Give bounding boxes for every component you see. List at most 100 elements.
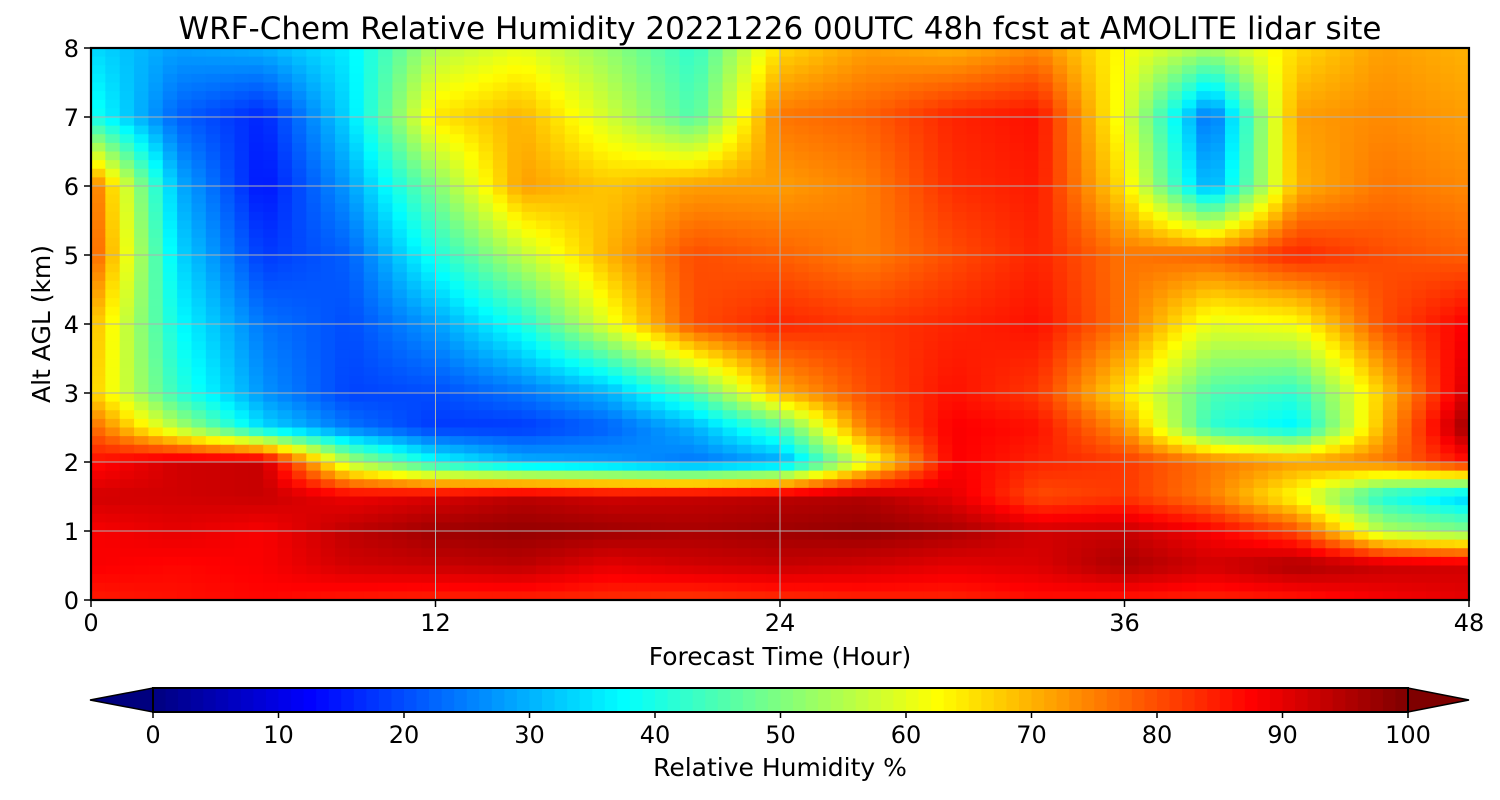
heatmap-cell: [1024, 384, 1039, 394]
heatmap-cell: [162, 289, 178, 299]
heatmap-cell: [1095, 289, 1111, 299]
heatmap-cell: [335, 48, 350, 58]
heatmap-cell: [105, 487, 121, 498]
heatmap-cell: [751, 151, 767, 161]
heatmap-cell: [980, 48, 996, 58]
heatmap-cell: [1325, 203, 1341, 213]
heatmap-cell: [535, 393, 551, 403]
heatmap-cell: [1425, 125, 1441, 135]
heatmap-cell: [837, 117, 853, 127]
heatmap-cell: [205, 263, 221, 273]
heatmap-cell: [248, 470, 264, 480]
heatmap-cell: [234, 470, 250, 480]
heatmap-cell: [162, 91, 178, 101]
heatmap-cell: [808, 367, 824, 377]
heatmap-cell: [91, 272, 106, 282]
heatmap-cell: [1440, 289, 1456, 299]
heatmap-cell: [162, 410, 178, 420]
heatmap-cell: [1454, 186, 1469, 196]
heatmap-cell: [220, 462, 236, 472]
heatmap-cell: [1239, 168, 1255, 178]
heatmap-cell: [1124, 401, 1140, 411]
heatmap-cell: [162, 341, 178, 351]
heatmap-cell: [1311, 367, 1327, 377]
heatmap-cell: [291, 255, 307, 265]
heatmap-cell: [894, 48, 910, 58]
heatmap-cell: [952, 349, 968, 360]
heatmap-cell: [1311, 91, 1327, 101]
heatmap-cell: [1354, 151, 1370, 161]
heatmap-cell: [248, 237, 264, 247]
heatmap-cell: [1268, 168, 1283, 178]
heatmap-cell: [1239, 263, 1255, 273]
heatmap-cell: [593, 160, 609, 170]
heatmap-cell: [205, 436, 221, 446]
heatmap-cell: [937, 82, 953, 92]
heatmap-cell: [177, 462, 193, 472]
heatmap-cell: [119, 332, 135, 342]
heatmap-cell: [1153, 401, 1169, 411]
heatmap-cell: [995, 108, 1011, 118]
heatmap-cell: [478, 246, 494, 256]
heatmap-cell: [1411, 427, 1427, 437]
heatmap-cell: [392, 306, 408, 316]
heatmap-cell: [421, 263, 437, 273]
heatmap-cell: [119, 65, 135, 75]
heatmap-cell: [808, 263, 824, 273]
heatmap-cell: [177, 246, 193, 256]
heatmap-cell: [1196, 73, 1212, 84]
heatmap-cell: [722, 324, 738, 334]
heatmap-cell: [177, 194, 193, 204]
heatmap-cell: [291, 229, 307, 239]
heatmap-cell: [937, 349, 953, 360]
heatmap-cell: [894, 298, 910, 308]
heatmap-cell: [1124, 436, 1140, 446]
heatmap-cell: [320, 117, 336, 127]
heatmap-cell: [880, 384, 896, 394]
heatmap-cell: [1181, 306, 1197, 316]
heatmap-cell: [105, 99, 121, 109]
heatmap-cell: [665, 125, 681, 135]
heatmap-cell: [1354, 487, 1370, 498]
heatmap-cell: [808, 289, 824, 299]
heatmap-cell: [1138, 99, 1154, 109]
heatmap-cell: [1181, 272, 1197, 282]
heatmap-cell: [1454, 142, 1469, 153]
heatmap-cell: [1311, 358, 1327, 368]
heatmap-cell: [636, 255, 652, 265]
heatmap-cell: [406, 418, 422, 429]
heatmap-cell: [248, 56, 264, 66]
heatmap-cell: [1224, 280, 1240, 291]
heatmap-cell: [851, 410, 867, 420]
heatmap-cell: [665, 315, 681, 325]
heatmap-cell: [349, 280, 365, 291]
heatmap-cell: [851, 56, 867, 66]
heatmap-cell: [234, 203, 250, 213]
heatmap-cell: [1425, 436, 1441, 446]
heatmap-cell: [1239, 453, 1255, 463]
heatmap-cell: [478, 117, 494, 127]
heatmap-cell: [808, 151, 824, 161]
heatmap-cell: [492, 358, 508, 368]
heatmap-cell: [205, 324, 221, 334]
heatmap-cell: [277, 358, 293, 368]
heatmap-cell: [894, 82, 910, 92]
heatmap-cell: [1024, 341, 1039, 351]
heatmap-cell: [1067, 324, 1083, 334]
heatmap-cell: [1282, 142, 1298, 153]
heatmap-cell: [406, 237, 422, 247]
heatmap-cell: [234, 410, 250, 420]
heatmap-cell: [148, 186, 164, 196]
heatmap-cell: [1253, 151, 1269, 161]
heatmap-cell: [478, 48, 494, 58]
heatmap-cell: [1081, 151, 1097, 161]
heatmap-cell: [636, 263, 652, 273]
heatmap-cell: [134, 203, 150, 213]
heatmap-cell: [708, 453, 724, 463]
heatmap-cell: [923, 211, 939, 222]
heatmap-cell: [234, 418, 250, 429]
heatmap-cell: [205, 280, 221, 291]
heatmap-cell: [1268, 91, 1283, 101]
heatmap-cell: [1153, 272, 1169, 282]
heatmap-cell: [1311, 82, 1327, 92]
